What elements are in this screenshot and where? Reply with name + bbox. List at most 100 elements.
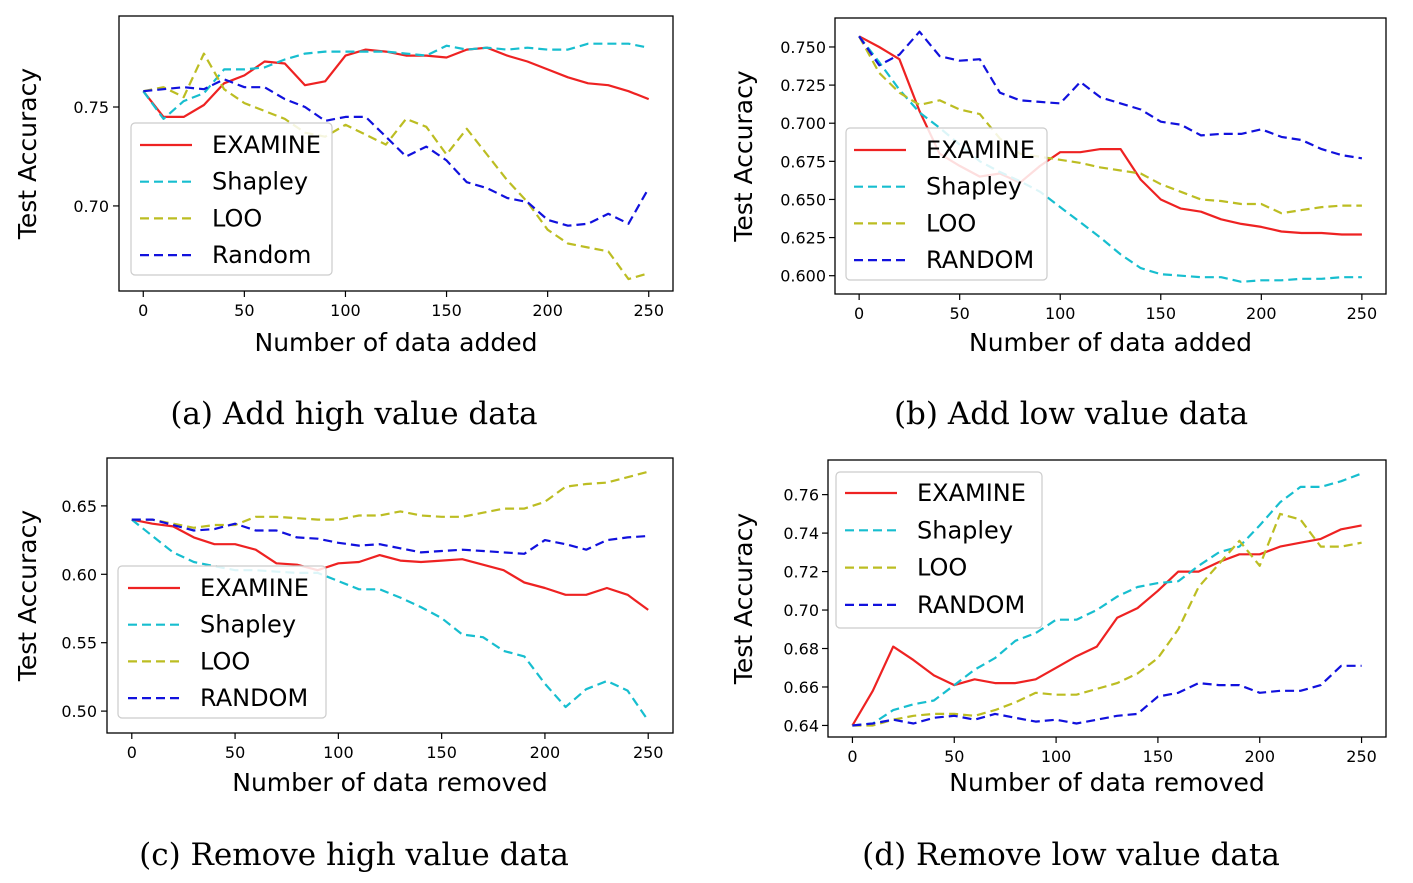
legend-label: RANDOM <box>926 246 1034 274</box>
y-tick-label: 0.50 <box>61 702 97 721</box>
legend-label: RANDOM <box>917 591 1025 619</box>
series-line-shapley <box>852 472 1362 727</box>
x-tick-label: 0 <box>847 747 857 766</box>
series-line-loo <box>143 52 650 281</box>
series-line-loo <box>131 470 649 529</box>
y-tick-label: 0.65 <box>61 497 97 516</box>
x-tick-label: 250 <box>633 743 664 762</box>
series-line-random <box>858 30 1363 160</box>
legend-label: Shapley <box>926 173 1022 201</box>
y-tick-label: 0.70 <box>73 197 109 216</box>
legend-label: Shapley <box>200 611 296 639</box>
x-tick-label: 250 <box>1346 747 1377 766</box>
y-tick-label: 0.650 <box>780 190 826 209</box>
legend: EXAMINE Shapley LOO RANDOM <box>117 565 327 719</box>
legend-box <box>117 565 327 719</box>
legend-label: LOO <box>926 209 976 237</box>
x-tick-label: 100 <box>323 743 354 762</box>
x-tick-label: 250 <box>1347 304 1378 323</box>
y-axis-label: Test Accuracy <box>729 70 758 243</box>
series-line-random <box>131 518 649 555</box>
x-axis-label: Number of data removed <box>232 768 547 797</box>
x-axis-label: Number of data added <box>969 328 1252 357</box>
y-tick-label: 0.66 <box>783 678 819 697</box>
x-tick-label: 0 <box>127 743 137 762</box>
x-tick-label: 100 <box>330 301 361 320</box>
x-tick-label: 200 <box>1246 304 1277 323</box>
chart-b: 0 50 100 150 200 250 0.600 0.625 0.650 0.675 0.700… <box>729 17 1387 432</box>
series-line-loo <box>858 35 1362 215</box>
y-tick-label: 0.700 <box>780 114 826 133</box>
x-tick-label: 200 <box>530 743 561 762</box>
subfigure-caption: (a) Add high value data <box>170 396 537 432</box>
y-tick-label: 0.75 <box>73 98 109 117</box>
y-tick-label: 0.68 <box>783 640 819 659</box>
plot-frame <box>118 15 674 292</box>
x-tick-label: 50 <box>949 304 969 323</box>
x-tick-label: 150 <box>426 743 457 762</box>
legend-label: Shapley <box>212 168 308 196</box>
y-tick-label: 0.600 <box>780 267 826 286</box>
x-tick-label: 0 <box>854 304 864 323</box>
y-tick-label: 0.76 <box>783 486 819 505</box>
x-tick-label: 250 <box>633 301 664 320</box>
y-tick-label: 0.675 <box>780 152 826 171</box>
x-tick-label: 200 <box>1244 747 1275 766</box>
x-tick-label: 100 <box>1041 747 1072 766</box>
legend-box <box>845 127 1048 281</box>
x-axis-label: Number of data added <box>255 328 538 357</box>
x-axis-label: Number of data removed <box>949 768 1264 797</box>
y-tick-label: 0.70 <box>783 601 819 620</box>
legend-label: LOO <box>212 204 262 232</box>
legend-label: EXAMINE <box>200 574 309 602</box>
legend-box <box>130 122 333 276</box>
subfigure-caption: (d) Remove low value data <box>862 837 1280 873</box>
y-tick-label: 0.625 <box>780 229 826 248</box>
series-line-shapley <box>142 42 649 121</box>
series-line-random <box>143 78 650 227</box>
y-tick-label: 0.725 <box>780 76 826 95</box>
y-tick-label: 0.55 <box>61 634 97 653</box>
legend-label: RANDOM <box>200 684 308 712</box>
legend-box <box>835 471 1043 629</box>
subfigure-caption: (c) Remove high value data <box>139 837 569 873</box>
legend: EXAMINE Shapley LOO RANDOM <box>835 471 1043 629</box>
legend-label: EXAMINE <box>926 136 1035 164</box>
chart-c: 0 50 100 150 200 250 0.50 0.55 0.60 0.65 Number of… <box>13 457 674 873</box>
x-tick-label: 50 <box>944 747 964 766</box>
y-axis-label: Test Accuracy <box>13 510 42 683</box>
plot-frame <box>106 457 674 734</box>
y-tick-label: 0.60 <box>61 565 97 584</box>
y-tick-label: 0.72 <box>783 563 819 582</box>
x-tick-label: 150 <box>1143 747 1174 766</box>
series-line-random <box>852 664 1362 727</box>
series-line-loo <box>852 512 1362 727</box>
legend-label: EXAMINE <box>212 131 321 159</box>
x-tick-label: 150 <box>431 301 462 320</box>
y-tick-label: 0.64 <box>783 716 819 735</box>
legend-label: Shapley <box>917 516 1013 544</box>
series-line-examine <box>851 524 1362 727</box>
x-tick-label: 0 <box>138 301 148 320</box>
legend: EXAMINE Shapley LOO Random <box>130 122 333 276</box>
legend-label: LOO <box>917 554 967 582</box>
x-tick-label: 100 <box>1045 304 1076 323</box>
legend-label: LOO <box>200 647 250 675</box>
y-tick-label: 0.74 <box>783 524 819 543</box>
x-tick-label: 50 <box>225 743 245 762</box>
x-tick-label: 200 <box>532 301 563 320</box>
y-tick-label: 0.750 <box>780 38 826 57</box>
chart-d: 0 50 100 150 200 250 0.64 0.66 0.68 0.70 0.72 0.74 0… <box>729 459 1387 873</box>
chart-a: 0 50 100 150 200 250 0.70 0.75 Number of data ad… <box>13 15 674 432</box>
plot-frame <box>834 17 1387 295</box>
y-axis-label: Test Accuracy <box>13 68 42 241</box>
legend: EXAMINE Shapley LOO RANDOM <box>845 127 1048 281</box>
x-tick-label: 50 <box>234 301 254 320</box>
y-axis-label: Test Accuracy <box>729 513 758 686</box>
x-tick-label: 150 <box>1146 304 1177 323</box>
plot-frame <box>827 459 1387 738</box>
legend-label: Random <box>212 241 311 269</box>
series-line-examine <box>131 518 649 611</box>
subfigure-caption: (b) Add low value data <box>894 396 1248 432</box>
legend-label: EXAMINE <box>917 479 1026 507</box>
